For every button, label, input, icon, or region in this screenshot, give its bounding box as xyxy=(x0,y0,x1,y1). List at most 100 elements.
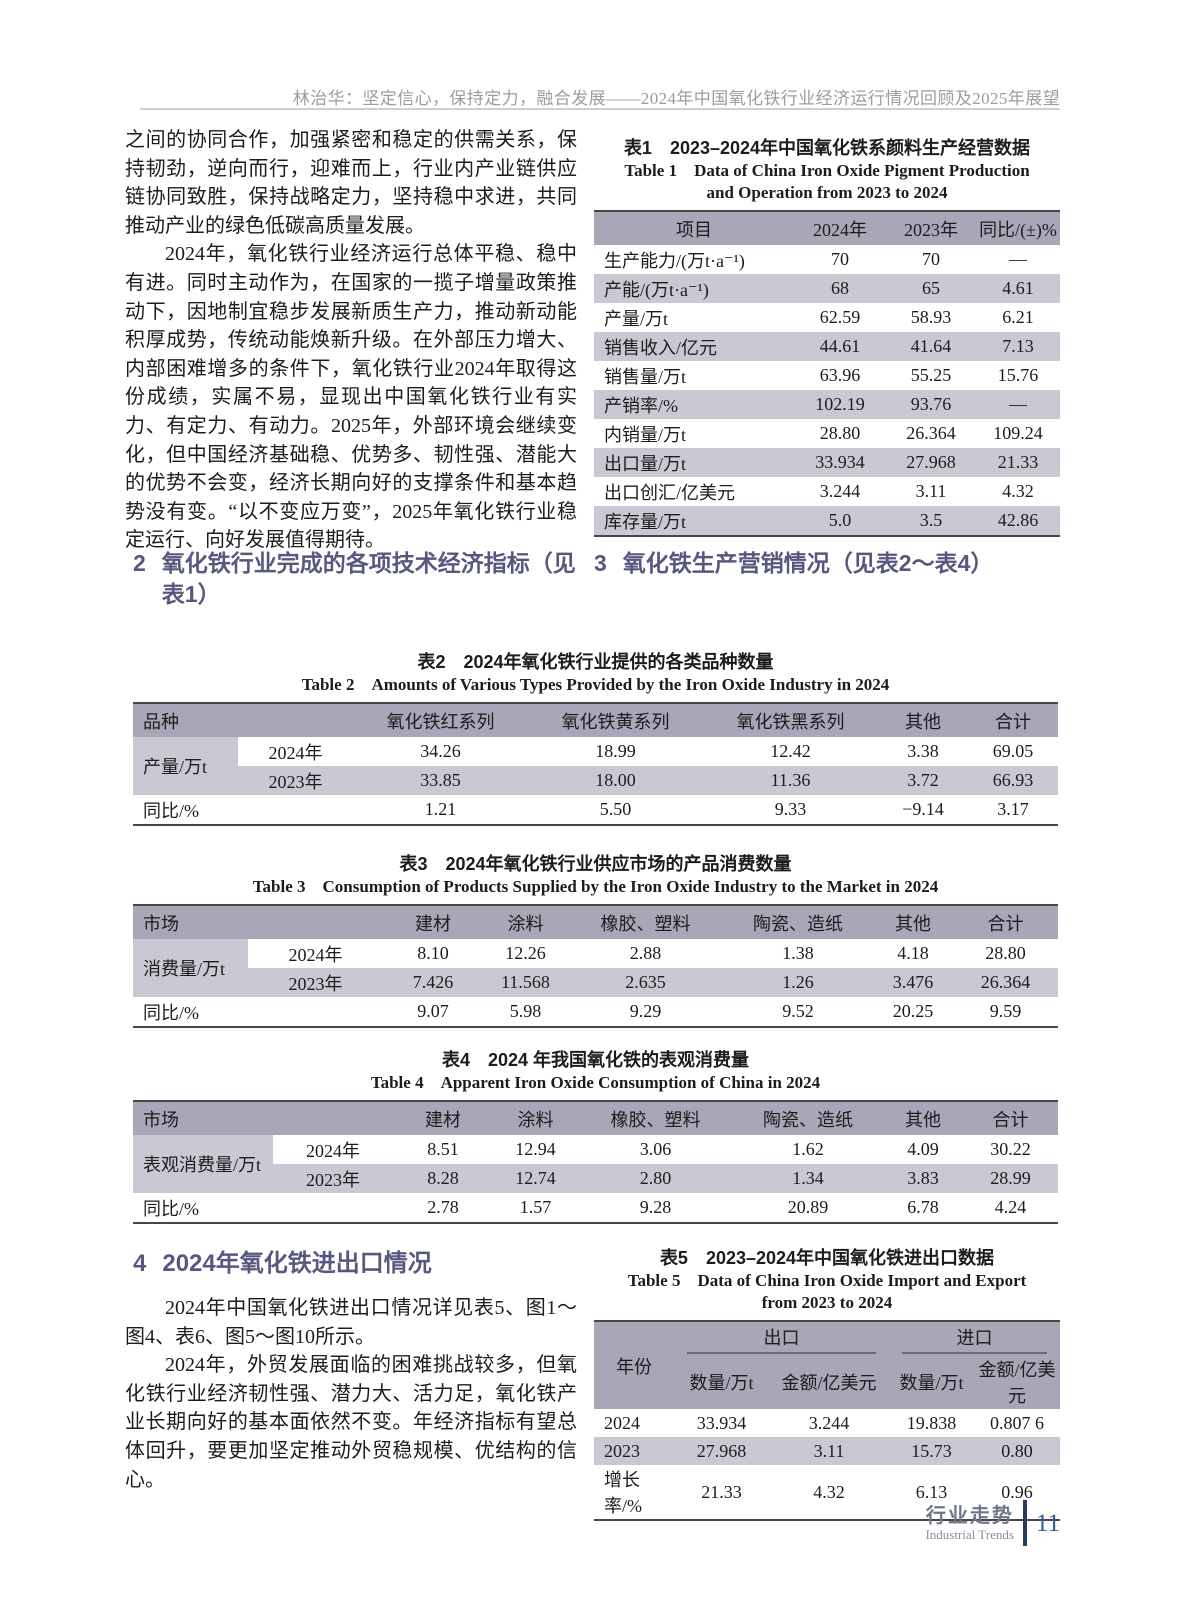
section4-paragraph-2: 2024年，外贸发展面临的困难挑战较多，但氧化铁行业经济韧性强、潜力大、活力足，… xyxy=(125,1354,577,1491)
column-header: 建材 xyxy=(393,1101,493,1135)
cell: 8.51 xyxy=(427,1139,459,1159)
table3-caption-en: Table 3 Consumption of Products Supplied… xyxy=(252,877,939,896)
cell: 9.29 xyxy=(629,1001,662,1021)
cell: 58.93 xyxy=(910,307,952,327)
column-header: 数量/万t xyxy=(674,1355,769,1409)
table5-caption-en-2: from 2023 to 2024 xyxy=(761,1293,893,1312)
table-row: 销售收入/亿元 44.61 41.64 7.13 xyxy=(594,332,1060,361)
cell: 5.98 xyxy=(509,1001,542,1021)
intro-paragraph-2: 2024年，氧化铁行业经济运行总体平稳、稳中有进。同时主动作为，在国家的一揽子增… xyxy=(125,243,577,552)
row-label: 同比/% xyxy=(143,800,199,821)
cell: — xyxy=(976,390,1060,419)
column-header: 陶瓷、造纸 xyxy=(723,905,873,939)
cell: 44.61 xyxy=(794,332,886,361)
table2-row-2023: 2023年 33.85 18.00 11.36 3.72 66.93 xyxy=(133,766,1058,795)
table4-caption-en: Table 4 Apparent Iron Oxide Consumption … xyxy=(370,1073,821,1092)
cell: 4.32 xyxy=(813,1481,845,1502)
cell: 4.32 xyxy=(1002,481,1034,501)
cell: 27.968 xyxy=(674,1437,769,1465)
column-header: 涂料 xyxy=(493,1101,578,1135)
table2-row-2024: 产量/万t 2024年 34.26 18.99 12.42 3.38 69.05 xyxy=(133,737,1058,795)
table4: 市场 建材 涂料 橡胶、塑料 陶瓷、造纸 其他 合计 表观消费量/万t 2024… xyxy=(133,1100,1058,1224)
cell: 7.13 xyxy=(976,332,1060,361)
cell: 20.25 xyxy=(892,1001,934,1021)
cell: 3.11 xyxy=(915,481,947,501)
column-header: 金额/亿美元 xyxy=(974,1355,1060,1409)
page-footer: 行业走势 Industrial Trends 11 xyxy=(925,1500,1060,1546)
import-group-label: 进口 xyxy=(902,1324,1047,1354)
cell: 12.74 xyxy=(493,1164,578,1193)
row-label: 库存量/万t xyxy=(594,506,794,536)
cell: 12.94 xyxy=(515,1139,556,1159)
column-header: 其他 xyxy=(883,1101,963,1135)
header-rule xyxy=(140,108,1060,110)
table4-block: 表4 2024 年我国氧化铁的表观消费量 Table 4 Apparent Ir… xyxy=(133,1048,1058,1224)
row-label: 产销率/% xyxy=(594,390,794,419)
cell: 26.364 xyxy=(906,423,956,443)
group-label: 产量/万t xyxy=(133,737,238,795)
table5-caption-zh: 表5 2023–2024年中国氧化铁进出口数据 xyxy=(659,1248,995,1268)
cell: 9.28 xyxy=(639,1197,672,1217)
cell: 0.807 6 xyxy=(990,1412,1044,1433)
cell: 9.07 xyxy=(417,1001,449,1021)
section-title: 氧化铁行业完成的各项技术经济指标（见表1） xyxy=(161,550,576,607)
year-cell: 2023年 xyxy=(248,968,383,997)
cell: 21.33 xyxy=(976,448,1060,477)
export-group-label: 出口 xyxy=(687,1324,876,1354)
cell: 33.934 xyxy=(794,448,886,477)
cell: 28.80 xyxy=(985,943,1026,963)
table-row: 产量/万t 62.59 58.93 6.21 xyxy=(594,303,1060,332)
table5-header-import: 进口 xyxy=(889,1321,1060,1355)
group-label: 消费量/万t xyxy=(133,939,248,997)
cell: 70 xyxy=(922,249,940,269)
section4-paragraphs: 2024年中国氧化铁进出口情况详见表5、图1～图4、表6、图5～图10所示。 2… xyxy=(125,1294,577,1494)
cell: 6.13 xyxy=(915,1481,948,1502)
column-header: 氧化铁黑系列 xyxy=(703,703,878,737)
table4-header-market: 市场 xyxy=(133,1101,393,1135)
cell: 11.568 xyxy=(483,968,568,997)
cell: 1.34 xyxy=(733,1164,883,1193)
column-header: 合计 xyxy=(953,905,1058,939)
table5-group-header-row: 年份 出口 进口 xyxy=(594,1321,1060,1409)
footer-labels: 行业走势 Industrial Trends xyxy=(925,1505,1013,1542)
cell: 68 xyxy=(794,274,886,303)
table4-row-yoy: 同比/% 2.78 1.57 9.28 20.89 6.78 4.24 xyxy=(133,1193,1058,1223)
column-header: 合计 xyxy=(963,1101,1058,1135)
table-row: 产销率/% 102.19 93.76 — xyxy=(594,390,1060,419)
table3-caption-zh: 表3 2024年氧化铁行业供应市场的产品消费数量 xyxy=(399,854,792,874)
section-number: 2 xyxy=(133,550,146,576)
table5-row-growth: 增长率/% 21.33 4.32 6.13 0.96 xyxy=(594,1465,1060,1520)
table5: 年份 出口 进口 数量/万t 金额/亿美元 数量/万t 金额/亿美元 2024 … xyxy=(594,1320,1060,1521)
row-label: 销售收入/亿元 xyxy=(594,332,794,361)
cell: 30.22 xyxy=(990,1139,1031,1159)
cell: 93.76 xyxy=(886,390,976,419)
table2-block: 表2 2024年氧化铁行业提供的各类品种数量 Table 2 Amounts o… xyxy=(133,650,1058,826)
cell: 21.33 xyxy=(701,1481,742,1502)
intro-paragraph-1: 之间的协同合作，加强紧密和稳定的供需关系，保持韧劲，逆向而行，迎难而上，行业内产… xyxy=(125,129,577,237)
year-cell: 2024年 xyxy=(306,1140,360,1161)
cell: 66.93 xyxy=(968,766,1058,795)
year-cell: 2023年 xyxy=(273,1164,393,1193)
cell: 8.10 xyxy=(417,943,449,963)
footer-section-en: Industrial Trends xyxy=(925,1526,1014,1542)
table1-header-item: 项目 xyxy=(594,211,794,245)
row-label: 2023 xyxy=(594,1437,674,1465)
cell: 2.88 xyxy=(629,943,662,963)
cell: 18.99 xyxy=(595,741,636,761)
cell: 3.244 xyxy=(819,481,861,501)
table3-row-yoy: 同比/% 9.07 5.98 9.29 9.52 20.25 9.59 xyxy=(133,997,1058,1027)
column-header: 建材 xyxy=(383,905,483,939)
section4-paragraph-1: 2024年中国氧化铁进出口情况详见表5、图1～图4、表6、图5～图10所示。 xyxy=(125,1297,577,1348)
column-header: 氧化铁红系列 xyxy=(353,703,528,737)
table1-block: 表1 2023–2024年中国氧化铁系颜料生产经营数据 Table 1 Data… xyxy=(594,136,1060,537)
table5-header-export: 出口 xyxy=(674,1321,889,1355)
cell: 4.61 xyxy=(976,274,1060,303)
table-row: 出口创汇/亿美元 3.244 3.11 4.32 xyxy=(594,477,1060,506)
table5-subheader-row: 数量/万t 金额/亿美元 数量/万t 金额/亿美元 xyxy=(594,1355,1060,1409)
column-header: 涂料 xyxy=(483,905,568,939)
table1-header-2024: 2024年 xyxy=(794,211,886,245)
cell: 5.0 xyxy=(794,506,886,536)
cell: 7.426 xyxy=(383,968,483,997)
cell: 1.21 xyxy=(424,799,457,819)
cell: 2.635 xyxy=(568,968,723,997)
